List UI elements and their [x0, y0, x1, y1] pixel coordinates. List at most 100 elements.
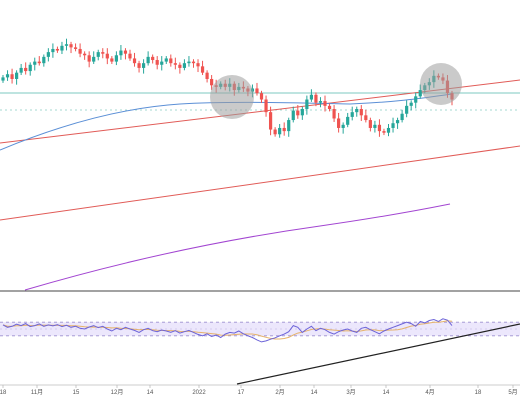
candle	[10, 68, 14, 84]
candle	[282, 122, 286, 136]
x-tick-label: 18	[0, 390, 7, 396]
candle-body	[200, 66, 205, 73]
candle-body	[418, 90, 422, 97]
candle-body	[337, 118, 341, 128]
candle	[83, 51, 87, 60]
candle-body	[173, 63, 177, 65]
candle	[155, 56, 159, 70]
candle	[355, 106, 359, 117]
x-tick-label: 4月	[425, 389, 434, 396]
candle	[51, 43, 55, 58]
candle-body	[60, 45, 64, 51]
candle	[173, 57, 177, 70]
candle	[291, 106, 295, 123]
candle-body	[182, 63, 187, 68]
candle	[400, 109, 404, 123]
candle	[87, 51, 91, 68]
candle	[64, 38, 69, 51]
candle	[132, 52, 137, 67]
candle	[296, 105, 300, 119]
candle	[200, 60, 205, 76]
candle	[137, 60, 141, 73]
candle-body	[1, 77, 5, 81]
candle	[255, 82, 259, 96]
candle	[364, 109, 368, 123]
candle	[5, 70, 10, 81]
x-tick-label: 5月	[508, 389, 517, 396]
candle	[92, 51, 96, 64]
candle	[377, 119, 382, 137]
candle	[391, 117, 395, 133]
candle-body	[350, 112, 354, 117]
candle-body	[405, 105, 409, 114]
candle-body	[178, 64, 182, 68]
candle	[164, 56, 168, 64]
candle-body	[114, 55, 118, 62]
candle	[146, 51, 150, 66]
candle	[386, 124, 391, 137]
candle	[110, 56, 114, 64]
candle-body	[137, 63, 141, 68]
candle	[264, 95, 268, 117]
candle-body	[42, 56, 46, 64]
x-tick-label: 14	[311, 390, 318, 396]
candle	[278, 124, 282, 138]
x-tick-label: 3月	[346, 389, 355, 396]
candle-body	[391, 123, 395, 128]
candle	[55, 46, 60, 53]
candle	[273, 127, 277, 137]
candle	[128, 49, 132, 61]
candle-body	[346, 116, 350, 125]
candle-body	[400, 113, 404, 121]
candle	[318, 97, 323, 108]
x-tick-label: 14	[147, 390, 154, 396]
rsi-signal-line	[2, 320, 453, 340]
candle-body	[395, 120, 400, 124]
channel-lower-line	[0, 145, 520, 221]
candle	[309, 89, 314, 102]
candle	[178, 62, 182, 74]
candle	[78, 43, 82, 58]
candle-body	[46, 52, 50, 57]
candle-body	[55, 48, 60, 51]
candle	[187, 56, 191, 67]
candle	[101, 48, 105, 59]
x-tick-label: 18	[475, 390, 482, 396]
candle	[405, 100, 409, 118]
candle	[160, 56, 164, 71]
candle	[350, 106, 354, 121]
candle	[73, 43, 78, 52]
candle-body	[15, 72, 19, 79]
candle-body	[282, 127, 286, 132]
candle-body	[87, 55, 91, 62]
candle-body	[318, 101, 323, 103]
candle-body	[382, 131, 386, 133]
candle	[69, 41, 73, 54]
rsi-line	[2, 318, 453, 343]
candle	[287, 117, 291, 137]
candle-body	[305, 99, 309, 109]
x-tick-label: 17	[238, 390, 245, 396]
candle	[196, 59, 200, 73]
candle-body	[24, 67, 28, 72]
candle	[314, 92, 318, 107]
candle	[151, 54, 155, 64]
candle	[373, 120, 377, 133]
candle-body	[278, 127, 282, 135]
candle-body	[187, 61, 191, 64]
candle	[15, 70, 19, 85]
x-tick-label: 14	[383, 390, 390, 396]
candle	[382, 128, 386, 136]
candle	[105, 48, 109, 65]
candle	[359, 105, 363, 122]
candle-body	[264, 99, 268, 113]
candle-body	[146, 56, 150, 64]
candle-body	[332, 109, 336, 119]
candle-body	[128, 53, 132, 59]
candle	[346, 112, 350, 128]
candle	[182, 59, 187, 71]
candle	[169, 54, 173, 67]
candle-body	[386, 127, 391, 133]
